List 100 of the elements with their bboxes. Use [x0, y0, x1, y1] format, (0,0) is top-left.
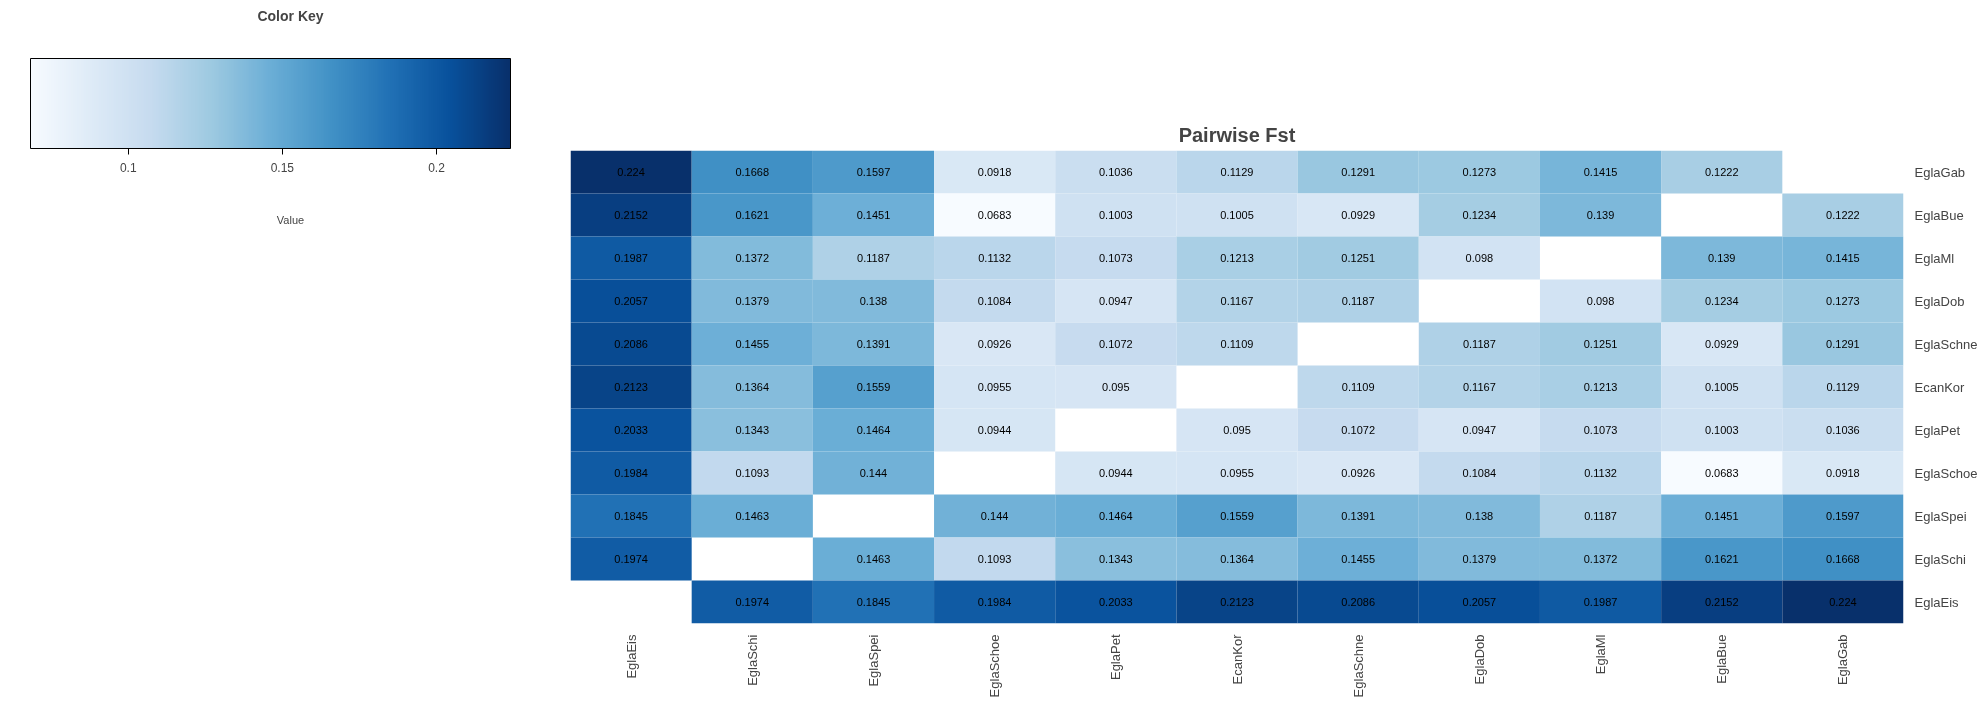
data-label: 0.1222: [1704, 166, 1739, 178]
data-label: 0.139: [1586, 209, 1615, 221]
data-label: 0.2033: [614, 424, 648, 436]
data-label: 0.138: [859, 295, 888, 307]
data-label: 0.0944: [977, 424, 1012, 436]
x-tick-label: EglaEis: [623, 634, 639, 679]
text: Color Key: [257, 7, 324, 24]
data-label: 0.1273: [1826, 295, 1860, 307]
data-label: 0.1379: [1462, 553, 1497, 565]
x-tick-label: EglaDob: [1471, 634, 1487, 685]
data-label: 0.1391: [856, 338, 891, 350]
data-label: 0.1251: [1341, 252, 1376, 264]
y-tick-label: EglaSpei: [1914, 508, 1967, 524]
data-label: 0.095: [1102, 381, 1130, 393]
data-label: 0.0955: [1220, 467, 1254, 479]
x-tick-label: EglaMl: [1593, 634, 1609, 675]
data-label: 0.0947: [1462, 424, 1497, 436]
data-label: 0.1093: [735, 467, 770, 479]
data-label: 0.1845: [614, 510, 648, 522]
y-tick-label: EcanKor: [1914, 379, 1966, 395]
data-label: 0.1364: [1220, 553, 1254, 565]
data-label: 0.1291: [1826, 338, 1860, 350]
data-label: 0.2033: [1099, 596, 1133, 608]
data-label: 0.0926: [1341, 467, 1376, 479]
data-label: 0.2057: [1462, 596, 1497, 608]
data-label: 0.1187: [857, 252, 890, 264]
data-label: 0.1005: [1704, 381, 1739, 393]
data-label: 0.1187: [1462, 338, 1496, 350]
data-label: 0.1132: [978, 252, 1012, 264]
data-label: 0.1987: [614, 252, 648, 264]
data-label: 0.224: [1829, 596, 1857, 608]
data-label: 0.1073: [1583, 424, 1618, 436]
data-label: 0.1391: [1341, 510, 1376, 522]
data-label: 0.1343: [1099, 553, 1133, 565]
data-label: 0.1621: [1704, 553, 1739, 565]
x-tick-label: EglaPet: [1108, 634, 1124, 681]
y-tick-label: EglaGab: [1914, 164, 1966, 180]
data-label: 0.1464: [856, 424, 891, 436]
data-label: 0.1084: [1462, 467, 1497, 479]
x-tick-label: EglaBue: [1714, 634, 1730, 684]
data-label: 0.1451: [856, 209, 891, 221]
data-label: 0.0683: [1704, 467, 1739, 479]
data-label: 0.095: [1223, 424, 1251, 436]
y-tick-label: EglaEis: [1914, 594, 1960, 610]
data-label: 0.2152: [1704, 596, 1739, 608]
data-label: 0.1597: [1826, 510, 1860, 522]
y-tick-label: EglaSchne: [1914, 336, 1978, 352]
data-label: 0.139: [1707, 252, 1736, 264]
data-label: 0.1291: [1341, 166, 1376, 178]
y-tick-label: EglaBue: [1914, 207, 1964, 223]
data-label: 0.0955: [977, 381, 1012, 393]
data-label: 0.2123: [614, 381, 648, 393]
data-label: 0.1668: [1826, 553, 1860, 565]
data-label: 0.1109: [1341, 381, 1375, 393]
data-label: 0.224: [617, 166, 645, 178]
data-label: 0.1251: [1583, 338, 1618, 350]
data-label: 0.1364: [735, 381, 770, 393]
y-tick-label: EglaDob: [1914, 293, 1965, 309]
color-bar-label: 0.1: [119, 160, 137, 175]
data-label: 0.1974: [614, 553, 648, 565]
data-label: 0.1668: [735, 166, 770, 178]
data-label: 0.1005: [1220, 209, 1254, 221]
data-label: 0.1167: [1462, 381, 1496, 393]
data-label: 0.2123: [1220, 596, 1254, 608]
data-label: 0.1987: [1583, 596, 1618, 608]
data-label: 0.2057: [614, 295, 648, 307]
data-label: 0.1463: [856, 553, 891, 565]
data-label: 0.1167: [1220, 295, 1254, 307]
data-label: 0.1003: [1099, 209, 1133, 221]
data-label: 0.0918: [1826, 467, 1860, 479]
data-label: 0.1003: [1704, 424, 1739, 436]
data-label: 0.1984: [614, 467, 648, 479]
data-label: 0.1073: [1099, 252, 1133, 264]
data-label: 0.1234: [1704, 295, 1739, 307]
data-label: 0.1343: [735, 424, 770, 436]
data-label: 0.098: [1465, 252, 1494, 264]
data-label: 0.1415: [1826, 252, 1860, 264]
data-label: 0.1415: [1583, 166, 1618, 178]
data-label: 0.0947: [1099, 295, 1133, 307]
data-label: 0.1559: [856, 381, 891, 393]
data-label: 0.1187: [1341, 295, 1375, 307]
data-label: 0.1372: [735, 252, 770, 264]
data-label: 0.0944: [1099, 467, 1133, 479]
data-label: 0.144: [980, 510, 1009, 522]
color-bar-label: 0.15: [270, 160, 295, 175]
data-label: 0.1093: [977, 553, 1012, 565]
y-tick-label: EglaPet: [1914, 422, 1961, 438]
x-tick-label: EglaSchoe: [987, 634, 1003, 698]
data-label: 0.1072: [1341, 424, 1376, 436]
data-label: 0.1072: [1099, 338, 1133, 350]
data-label: 0.2086: [614, 338, 648, 350]
data-label: 0.1455: [1341, 553, 1376, 565]
data-label: 0.0929: [1341, 209, 1376, 221]
data-label: 0.1597: [856, 166, 891, 178]
data-label: 0.2152: [614, 209, 648, 221]
data-label: 0.1845: [856, 596, 891, 608]
data-label: 0.0683: [977, 209, 1012, 221]
data-label: 0.1213: [1583, 381, 1618, 393]
data-label: 0.1379: [735, 295, 770, 307]
data-label: 0.1455: [735, 338, 770, 350]
